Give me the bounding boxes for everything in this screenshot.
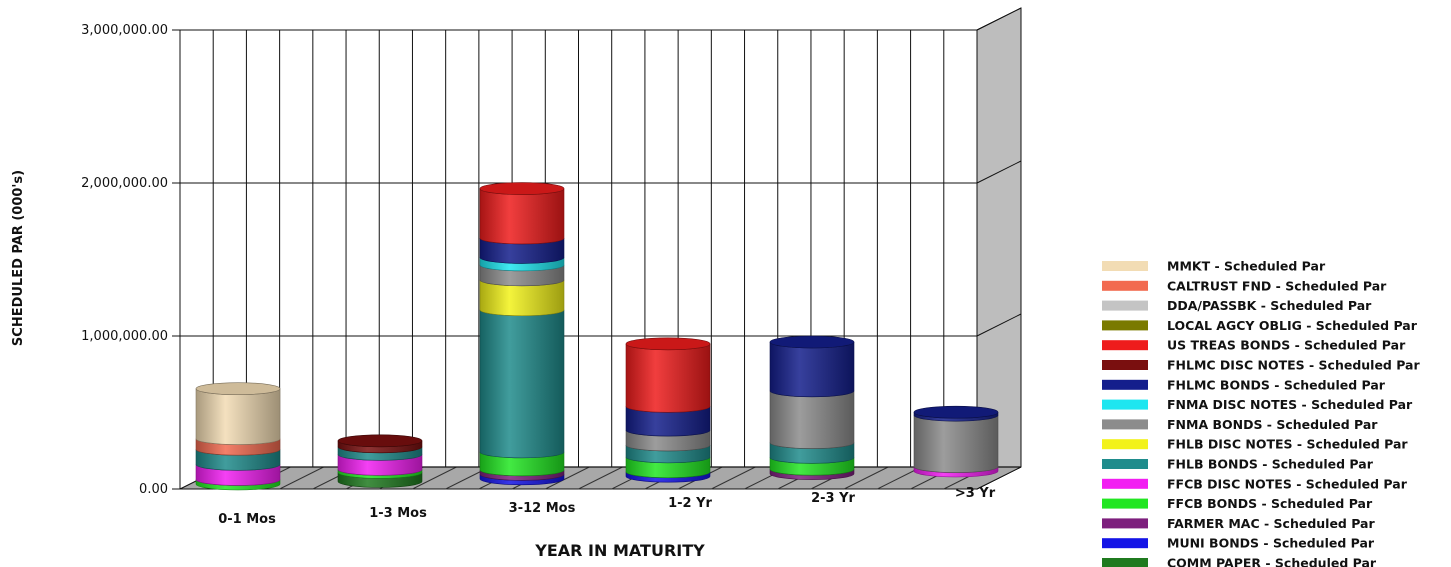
bar-stack-1 bbox=[337, 434, 423, 488]
legend-label: FFCB DISC NOTES - Scheduled Par bbox=[1167, 476, 1408, 491]
floor-line bbox=[412, 466, 457, 490]
bar-top bbox=[769, 335, 855, 349]
legend: MMKT - Scheduled Par CALTRUST FND - Sched… bbox=[1102, 259, 1420, 567]
bars bbox=[195, 182, 999, 491]
grid-line bbox=[976, 160, 1022, 184]
legend-label: COMM PAPER - Scheduled Par bbox=[1167, 556, 1377, 567]
floor-line bbox=[711, 466, 756, 490]
bar-segment bbox=[479, 188, 565, 245]
y-axis-label: SCHEDULED PAR (000's) bbox=[11, 170, 26, 346]
legend-swatch bbox=[1102, 558, 1148, 567]
legend-label: FARMER MAC - Scheduled Par bbox=[1167, 516, 1375, 531]
bar-top bbox=[625, 337, 711, 351]
legend-label: FNMA DISC NOTES - Scheduled Par bbox=[1167, 397, 1413, 412]
legend-swatch bbox=[1102, 379, 1148, 390]
y-tick-label: 3,000,000.00 bbox=[81, 23, 168, 38]
x-axis-ticks: 0-1 Mos 1-3 Mos 3-12 Mos 1-2 Yr 2-3 Yr >3 Yr bbox=[218, 486, 996, 527]
legend-label: DDA/PASSBK - Scheduled Par bbox=[1167, 298, 1372, 313]
bar-segment bbox=[625, 343, 711, 413]
grid-line bbox=[976, 313, 1022, 337]
legend-label: MUNI BONDS - Scheduled Par bbox=[1167, 536, 1375, 551]
legend-label: FHLB DISC NOTES - Scheduled Par bbox=[1167, 437, 1408, 452]
bar-stack-0 bbox=[195, 382, 281, 491]
bar-stack-4 bbox=[769, 335, 855, 480]
x-tick-label: 0-1 Mos bbox=[218, 512, 276, 527]
bar-top bbox=[913, 405, 999, 419]
bar-stack-2 bbox=[479, 182, 565, 486]
floor-line bbox=[843, 466, 889, 490]
legend-label: FHLB BONDS - Scheduled Par bbox=[1167, 457, 1374, 472]
x-axis-label: YEAR IN MATURITY bbox=[534, 541, 705, 560]
bar-segment bbox=[769, 341, 855, 398]
legend-swatch bbox=[1102, 459, 1148, 469]
legend-swatch bbox=[1102, 320, 1148, 331]
bar-top bbox=[195, 382, 281, 395]
bar-segment bbox=[913, 415, 999, 473]
legend-label: FHLMC BONDS - Scheduled Par bbox=[1167, 377, 1386, 392]
bar-top bbox=[337, 434, 423, 448]
legend-swatch bbox=[1102, 300, 1148, 311]
legend-swatch bbox=[1102, 261, 1148, 271]
legend-label: MMKT - Scheduled Par bbox=[1167, 259, 1326, 274]
floor-line bbox=[578, 466, 623, 490]
x-tick-label: 1-2 Yr bbox=[668, 496, 712, 511]
bar-segment bbox=[479, 309, 565, 459]
legend-swatch bbox=[1102, 419, 1148, 430]
x-tick-label: 3-12 Mos bbox=[509, 501, 576, 516]
grid-line bbox=[976, 7, 1022, 31]
bar-stack-3 bbox=[625, 337, 711, 483]
floor-line bbox=[279, 466, 324, 490]
x-tick-label: 1-3 Mos bbox=[369, 506, 427, 521]
legend-label: US TREAS BONDS - Scheduled Par bbox=[1167, 338, 1406, 353]
legend-label: FNMA BONDS - Scheduled Par bbox=[1167, 417, 1378, 432]
y-tick-label: 0.00 bbox=[139, 482, 168, 497]
bar-segment bbox=[769, 390, 855, 449]
bar-stack-5 bbox=[913, 405, 999, 478]
legend-swatch bbox=[1102, 340, 1148, 351]
legend-swatch bbox=[1102, 498, 1148, 509]
legend-swatch bbox=[1102, 439, 1148, 450]
legend-swatch bbox=[1102, 399, 1148, 410]
x-tick-label: 2-3 Yr bbox=[811, 491, 855, 506]
y-tick-label: 1,000,000.00 bbox=[81, 329, 168, 344]
plot-floor bbox=[179, 466, 1022, 490]
plot-walls bbox=[179, 7, 1022, 490]
y-axis-ticks: 0.00 1,000,000.00 2,000,000.00 3,000,000.00 bbox=[81, 23, 168, 497]
bar-top bbox=[479, 182, 565, 195]
legend-swatch bbox=[1102, 280, 1148, 291]
legend-label: FFCB BONDS - Scheduled Par bbox=[1167, 496, 1373, 511]
legend-label: FHLMC DISC NOTES - Scheduled Par bbox=[1167, 358, 1420, 373]
legend-swatch bbox=[1102, 360, 1148, 370]
y-tick-label: 2,000,000.00 bbox=[81, 176, 168, 191]
legend-swatch bbox=[1102, 518, 1148, 529]
legend-label: CALTRUST FND - Scheduled Par bbox=[1167, 278, 1387, 293]
legend-label: LOCAL AGCY OBLIG - Scheduled Par bbox=[1167, 318, 1418, 333]
floor-line bbox=[545, 466, 590, 490]
legend-swatch bbox=[1102, 538, 1148, 549]
legend-swatch bbox=[1102, 478, 1148, 489]
bar-segment bbox=[195, 388, 281, 445]
x-tick-label: >3 Yr bbox=[955, 486, 996, 501]
